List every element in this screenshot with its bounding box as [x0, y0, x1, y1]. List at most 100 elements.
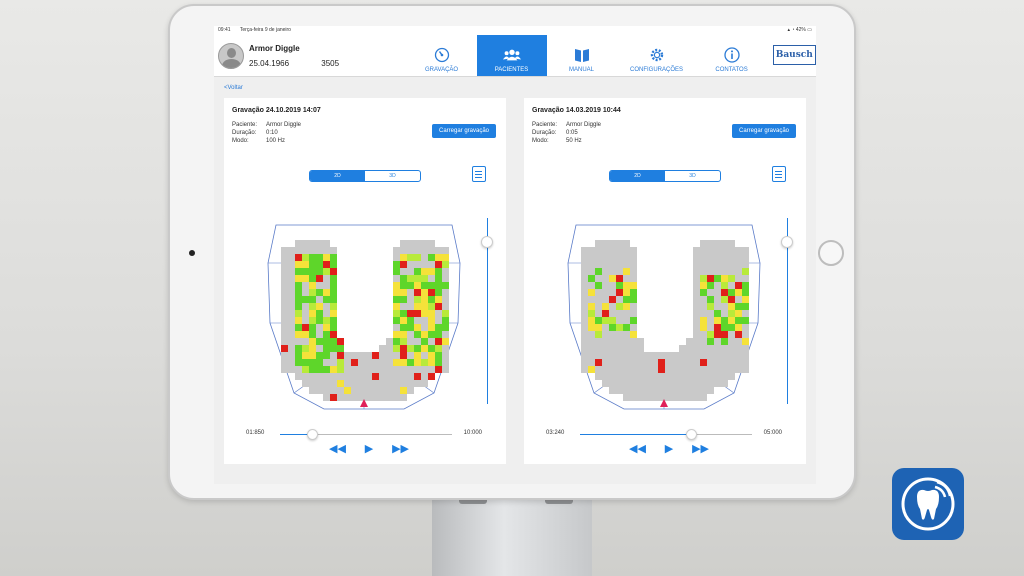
heat-cell [421, 240, 428, 247]
heat-cell [644, 359, 651, 366]
load-recording-button[interactable]: Carregar gravação [732, 124, 796, 138]
heat-cell [386, 366, 393, 373]
heat-cell [309, 261, 316, 268]
heat-cell [281, 303, 288, 310]
heat-cell [595, 261, 602, 268]
heat-cell [400, 289, 407, 296]
heat-cell [714, 359, 721, 366]
heat-cell [414, 345, 421, 352]
vertical-slider[interactable] [481, 218, 493, 404]
timeline-track[interactable] [280, 429, 452, 440]
heat-cell [330, 366, 337, 373]
heat-cell [735, 317, 742, 324]
heat-cell [651, 373, 658, 380]
heat-cell [651, 359, 658, 366]
view-2d-button[interactable]: 2D [310, 171, 365, 181]
tab-manual[interactable]: MANUAL [547, 35, 617, 76]
heat-cell [400, 275, 407, 282]
vertical-slider-knob[interactable] [781, 236, 793, 248]
heat-cell [693, 366, 700, 373]
heat-cell [623, 317, 630, 324]
heat-cell [302, 331, 309, 338]
heat-cell [295, 282, 302, 289]
tab-pacientes[interactable]: PACIENTES [476, 35, 547, 76]
heat-cell [714, 366, 721, 373]
heat-cell [295, 317, 302, 324]
play-icon[interactable]: ▶ [664, 443, 674, 455]
heat-cell [728, 331, 735, 338]
heat-cell [288, 275, 295, 282]
heat-cell [330, 303, 337, 310]
heat-cell [344, 394, 351, 401]
heat-cell [393, 282, 400, 289]
heat-cell [393, 261, 400, 268]
heat-cell [609, 387, 616, 394]
heat-cell [714, 296, 721, 303]
heat-cell [414, 324, 421, 331]
heat-cell [316, 268, 323, 275]
notes-icon[interactable] [472, 166, 486, 182]
tab-configuracoes[interactable]: CONFIGURAÇÕES [617, 35, 697, 76]
rewind-icon[interactable]: ◀◀ [329, 443, 346, 455]
heat-cell [344, 373, 351, 380]
heat-cell [407, 338, 414, 345]
tab-contatos[interactable]: CONTATOS [697, 35, 767, 76]
heat-cell [581, 296, 588, 303]
patient-card: Armor Diggle 25.04.1966 3505 [214, 35, 407, 76]
heat-cell [281, 359, 288, 366]
view-3d-button[interactable]: 3D [689, 173, 696, 179]
heat-cell [616, 310, 623, 317]
tab-gravacao[interactable]: GRAVAÇÃO [407, 35, 477, 76]
heat-cell [400, 380, 407, 387]
home-button[interactable] [818, 240, 844, 266]
fast-forward-icon[interactable]: ▶▶ [392, 443, 409, 455]
heat-cell [714, 303, 721, 310]
heat-cell [630, 359, 637, 366]
view-mode-toggle: 2D 3D [309, 170, 421, 182]
rewind-icon[interactable]: ◀◀ [629, 443, 646, 455]
view-3d-button[interactable]: 3D [389, 173, 396, 179]
heat-cell [728, 352, 735, 359]
heat-cell [407, 240, 414, 247]
heat-cell [742, 366, 749, 373]
heat-cell [309, 275, 316, 282]
heat-cell [595, 268, 602, 275]
timeline-thumb[interactable] [686, 429, 698, 440]
heat-cell [281, 331, 288, 338]
heat-cell [672, 373, 679, 380]
heat-cell [602, 366, 609, 373]
heat-cell [721, 282, 728, 289]
tablet-frame: 09:41 Terça-feira 9 de janeiro ▴ ◔ 42% ▭… [168, 4, 856, 500]
vertical-slider-knob[interactable] [481, 236, 493, 248]
heat-cell [658, 373, 665, 380]
timeline-track[interactable] [580, 429, 752, 440]
heat-cell [358, 387, 365, 394]
notes-icon[interactable] [772, 166, 786, 182]
heat-cell [309, 247, 316, 254]
heat-cell [735, 247, 742, 254]
heat-cell [658, 366, 665, 373]
heat-cell [693, 289, 700, 296]
fast-forward-icon[interactable]: ▶▶ [692, 443, 709, 455]
load-recording-button[interactable]: Carregar gravação [432, 124, 496, 138]
play-icon[interactable]: ▶ [364, 443, 374, 455]
timeline-thumb[interactable] [306, 429, 318, 440]
heat-cell [693, 338, 700, 345]
heat-cell [435, 359, 442, 366]
back-link[interactable]: <Voltar [224, 85, 243, 91]
heat-cell [428, 324, 435, 331]
heat-cell [442, 317, 449, 324]
heat-cell [393, 366, 400, 373]
heat-cell [435, 303, 442, 310]
heat-cell [421, 282, 428, 289]
heat-cell [700, 331, 707, 338]
tab-label: GRAVAÇÃO [424, 67, 459, 73]
heat-cell [400, 352, 407, 359]
vertical-slider[interactable] [781, 218, 793, 404]
meta-duration: 0:05 [566, 130, 578, 136]
heat-cell [302, 268, 309, 275]
heat-cell [407, 268, 414, 275]
heat-cell [309, 380, 316, 387]
heat-cell [721, 310, 728, 317]
view-2d-button[interactable]: 2D [610, 171, 665, 181]
